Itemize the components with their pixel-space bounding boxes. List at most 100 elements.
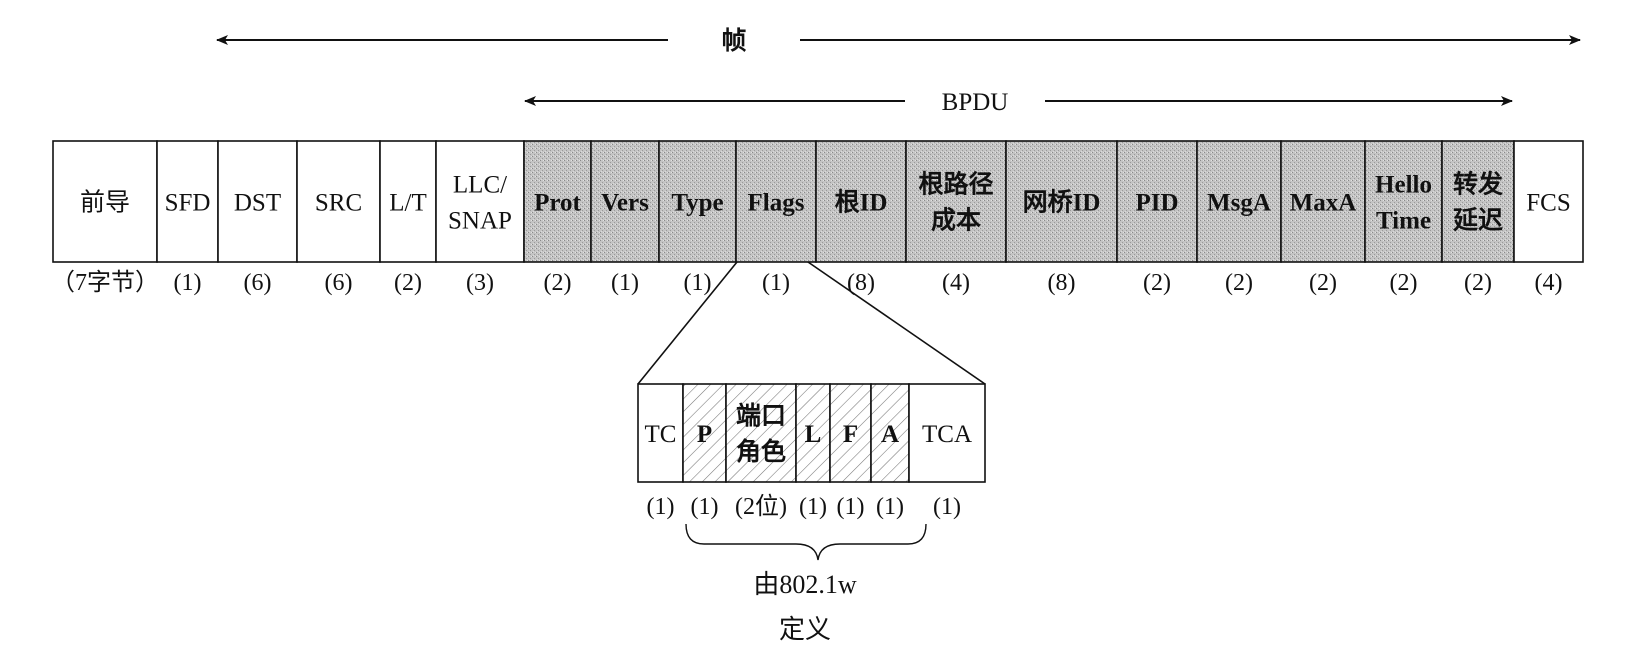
frame-field-box bbox=[523, 140, 592, 263]
flags-field-label: F bbox=[843, 421, 858, 448]
frame-field-0: 前导 bbox=[52, 140, 158, 263]
frame-field-box bbox=[435, 140, 525, 263]
frame-field-size: (2) bbox=[1225, 270, 1253, 296]
frame-field-label: FCS bbox=[1526, 190, 1570, 217]
flags-field-label: L bbox=[805, 421, 822, 448]
flags-field-size: (2位) bbox=[735, 493, 787, 520]
flags-field-size: (1) bbox=[691, 494, 719, 520]
flags-field-label: TCA bbox=[922, 421, 972, 448]
frame-span-label: 帧 bbox=[721, 27, 746, 55]
frame-field-size: (2) bbox=[394, 270, 422, 296]
frame-field-label: 根路径 bbox=[918, 171, 993, 199]
frame-field-label: L/T bbox=[389, 190, 427, 217]
frame-field-box bbox=[52, 140, 158, 263]
frame-field-box bbox=[1116, 140, 1198, 263]
frame-field-12: 网桥ID bbox=[1005, 140, 1118, 263]
frame-field-size: (2) bbox=[1464, 270, 1492, 296]
frame-field-1: SFD bbox=[156, 140, 219, 263]
frame-field-size: (4) bbox=[942, 270, 970, 296]
frame-field-label: SNAP bbox=[448, 208, 512, 235]
frame-field-box bbox=[735, 140, 817, 263]
frame-field-3: SRC bbox=[296, 140, 381, 263]
frame-field-label: PID bbox=[1135, 190, 1178, 217]
flags-field-sizes: (1) (1) (2位) (1) (1) (1) (1) bbox=[647, 493, 961, 520]
frame-field-8: Type bbox=[658, 140, 737, 263]
frame-field-box bbox=[815, 140, 907, 263]
frame-field-box bbox=[1441, 140, 1515, 263]
frame-field-size: (4) bbox=[1535, 270, 1563, 296]
frame-field-box bbox=[1280, 140, 1366, 263]
frame-field-box bbox=[1513, 140, 1584, 263]
flags-field-size: (1) bbox=[647, 494, 675, 520]
frame-field-14: MsgA bbox=[1196, 140, 1282, 263]
frame-field-label: SFD bbox=[165, 190, 211, 217]
flags-field-3: L bbox=[795, 383, 831, 483]
flags-field-box bbox=[908, 383, 986, 483]
flags-field-size: (1) bbox=[837, 494, 865, 520]
frame-field-size: (6) bbox=[244, 270, 272, 296]
frame-field-label: 成本 bbox=[931, 207, 981, 235]
frame-field-box bbox=[1005, 140, 1118, 263]
frame-field-box bbox=[905, 140, 1007, 263]
frame-field-label: Hello bbox=[1375, 172, 1432, 199]
frame-field-label: Flags bbox=[748, 190, 805, 217]
frame-field-size: (1) bbox=[611, 270, 639, 296]
flags-field-4: F bbox=[829, 383, 872, 483]
flags-field-box bbox=[637, 383, 684, 483]
rstp-note-line-2: 定义 bbox=[779, 615, 831, 644]
flags-field-label: TC bbox=[645, 421, 677, 448]
frame-span: 帧 bbox=[216, 27, 1581, 55]
frame-field-box bbox=[1196, 140, 1282, 263]
frame-field-label: 前导 bbox=[80, 189, 130, 217]
flags-field-6: TCA bbox=[908, 383, 986, 483]
frame-field-5: LLC/SNAP bbox=[435, 140, 525, 263]
frame-field-size: （7字节） bbox=[51, 269, 159, 296]
frame-field-label: 根ID bbox=[835, 189, 888, 217]
frame-field-label: Type bbox=[671, 190, 723, 217]
frame-field-label: MaxA bbox=[1290, 190, 1357, 217]
flags-field-size: (1) bbox=[876, 494, 904, 520]
flags-field-label: A bbox=[881, 421, 899, 448]
flags-field-box bbox=[725, 383, 797, 483]
frame-field-size: (8) bbox=[1048, 270, 1076, 296]
flags-expand-line-left bbox=[637, 261, 738, 385]
frame-field-size: (2) bbox=[1309, 270, 1337, 296]
flags-field-size: (1) bbox=[933, 494, 961, 520]
frame-field-box bbox=[1364, 140, 1443, 263]
frame-field-box bbox=[217, 140, 298, 263]
frame-field-6: Prot bbox=[523, 140, 592, 263]
frame-field-size: (1) bbox=[762, 270, 790, 296]
frame-field-size: (2) bbox=[1390, 270, 1418, 296]
frame-field-label: 网桥ID bbox=[1023, 189, 1101, 217]
frame-field-size: (2) bbox=[1143, 270, 1171, 296]
frame-field-15: MaxA bbox=[1280, 140, 1366, 263]
frame-field-label: DST bbox=[234, 190, 281, 217]
frame-field-label: Prot bbox=[534, 190, 581, 217]
frame-field-label: MsgA bbox=[1207, 190, 1271, 217]
flags-field-5: A bbox=[870, 383, 910, 483]
frame-field-label: 转发 bbox=[1453, 170, 1503, 199]
frame-field-16: Hello Time bbox=[1364, 140, 1443, 263]
frame-field-size: (1) bbox=[174, 270, 202, 296]
frame-field-7: Vers bbox=[590, 140, 660, 263]
frame-field-size: (1) bbox=[684, 270, 712, 296]
frame-field-label: SRC bbox=[315, 190, 362, 217]
flags-field-0: TC bbox=[637, 383, 684, 483]
frame-field-size: (6) bbox=[325, 270, 353, 296]
flags-field-box bbox=[795, 383, 831, 483]
flags-field-size: (1) bbox=[799, 494, 827, 520]
frame-field-13: PID bbox=[1116, 140, 1198, 263]
flags-expand-line-right bbox=[807, 261, 986, 385]
flags-field-label: 端口 bbox=[736, 402, 786, 430]
bpdu-span-label: BPDU bbox=[942, 89, 1009, 116]
frame-field-2: DST bbox=[217, 140, 298, 263]
frame-field-box bbox=[156, 140, 219, 263]
bpdu-span: BPDU bbox=[524, 89, 1513, 116]
flags-field-1: P bbox=[682, 383, 727, 483]
frame-field-row: 前导 SFD DST SRC L/T LLC/SNAP Prot Vers Type Flags 根… bbox=[52, 140, 1584, 263]
